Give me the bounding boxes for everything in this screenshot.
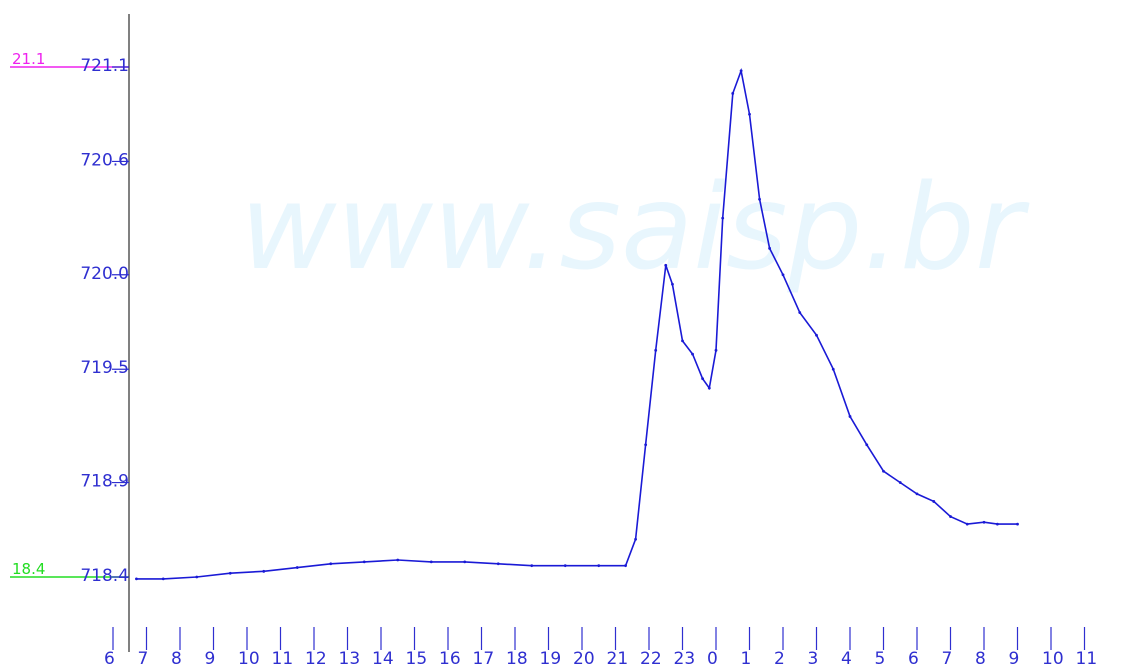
series-point-19 [664,263,668,267]
x-tick-label: 7 [942,649,953,667]
series-point-24 [707,386,711,390]
x-tick-label: 6 [104,649,115,667]
series-point-7 [362,560,366,564]
series-points [135,69,1019,581]
series-line [136,67,1018,580]
series-point-12 [530,564,534,568]
y-tick-label: 718.4 [80,566,129,586]
series-point-21 [681,339,684,343]
series-point-38 [882,469,885,473]
series-point-23 [701,377,704,381]
series-point-9 [429,560,433,564]
series-point-31 [768,246,771,250]
x-tick-label: 14 [372,649,394,667]
series-point-39 [898,481,902,484]
x-axis-ticks: 6 7 8 9 10 11 12 13 14 15 16 17 18 19 20 21 22 23 0 1 2 3 4 5 6 7… [104,627,1097,667]
series-point-16 [634,537,637,541]
series-point-43 [965,522,969,526]
series-point-13 [563,564,567,568]
y-tick-label: 718.9 [80,472,129,492]
x-tick-label: 19 [540,649,562,667]
y-tick-label: 720.0 [80,264,129,284]
y-tick-label: 719.5 [80,358,129,378]
x-tick-label: 11 [272,649,294,667]
series-point-22 [691,352,694,356]
series-point-36 [848,415,852,418]
x-tick-label: 1 [741,649,752,667]
x-tick-label: 10 [1042,649,1064,667]
x-tick-label: 23 [674,649,696,667]
x-tick-label: 20 [573,649,595,667]
watermark: www.saisp.br [240,158,1030,296]
x-tick-label: 13 [339,649,361,667]
y-tick-label: 720.6 [80,150,129,170]
series-point-44 [982,520,986,524]
series-point-32 [781,273,785,277]
series-point-35 [831,367,835,371]
series-point-11 [496,562,500,566]
x-tick-label: 9 [205,649,216,667]
x-tick-label: 21 [607,649,629,667]
series-point-1 [161,577,165,581]
x-tick-label: 8 [975,649,986,667]
series-point-17 [644,443,648,447]
y-tick-label: 721.1 [80,56,129,76]
reference-label-0: 21.1 [12,50,45,68]
series-point-8 [396,558,400,562]
x-tick-label: 15 [406,649,428,667]
x-tick-label: 16 [439,649,461,667]
series-point-18 [654,348,658,352]
reference-label-1: 18.4 [12,560,45,578]
series-point-15 [624,564,627,568]
series-point-20 [671,282,674,286]
series-point-10 [463,560,467,564]
x-tick-label: 2 [774,649,785,667]
series-point-4 [262,569,266,573]
series-point-5 [295,566,299,569]
x-tick-label: 11 [1076,649,1098,667]
x-tick-label: 12 [305,649,327,667]
series-point-27 [731,92,735,95]
series-point-3 [228,571,232,575]
x-tick-label: 0 [707,649,718,667]
series-point-42 [949,515,952,518]
series-point-33 [798,311,802,314]
x-tick-label: 7 [138,649,149,667]
x-tick-label: 8 [171,649,182,667]
x-tick-label: 10 [238,649,260,667]
series-point-0 [135,577,138,581]
series-point-46 [1016,522,1019,526]
x-tick-label: 5 [875,649,886,667]
reference-lines: 21.1 18.4 [10,50,129,578]
series-point-40 [915,492,919,496]
series-point-2 [195,575,199,579]
series-point-26 [721,216,725,220]
x-tick-label: 17 [473,649,495,667]
x-tick-label: 22 [640,649,662,667]
x-tick-label: 3 [808,649,819,667]
y-axis-ticks: 721.1 720.6 720.0 719.5 718.9 718.4 [80,56,129,586]
x-tick-label: 6 [908,649,919,667]
series-point-6 [329,562,333,566]
series-point-25 [714,348,718,352]
series-point-29 [748,112,751,116]
x-tick-label: 4 [841,649,852,667]
x-tick-label: 18 [506,649,528,667]
series-point-14 [597,564,601,568]
series-point-37 [865,443,869,447]
series-point-30 [758,197,761,201]
series-point-34 [815,333,818,337]
series-point-41 [932,500,936,503]
series-point-45 [996,522,999,526]
series-point-28 [739,69,743,73]
x-tick-label: 9 [1009,649,1020,667]
